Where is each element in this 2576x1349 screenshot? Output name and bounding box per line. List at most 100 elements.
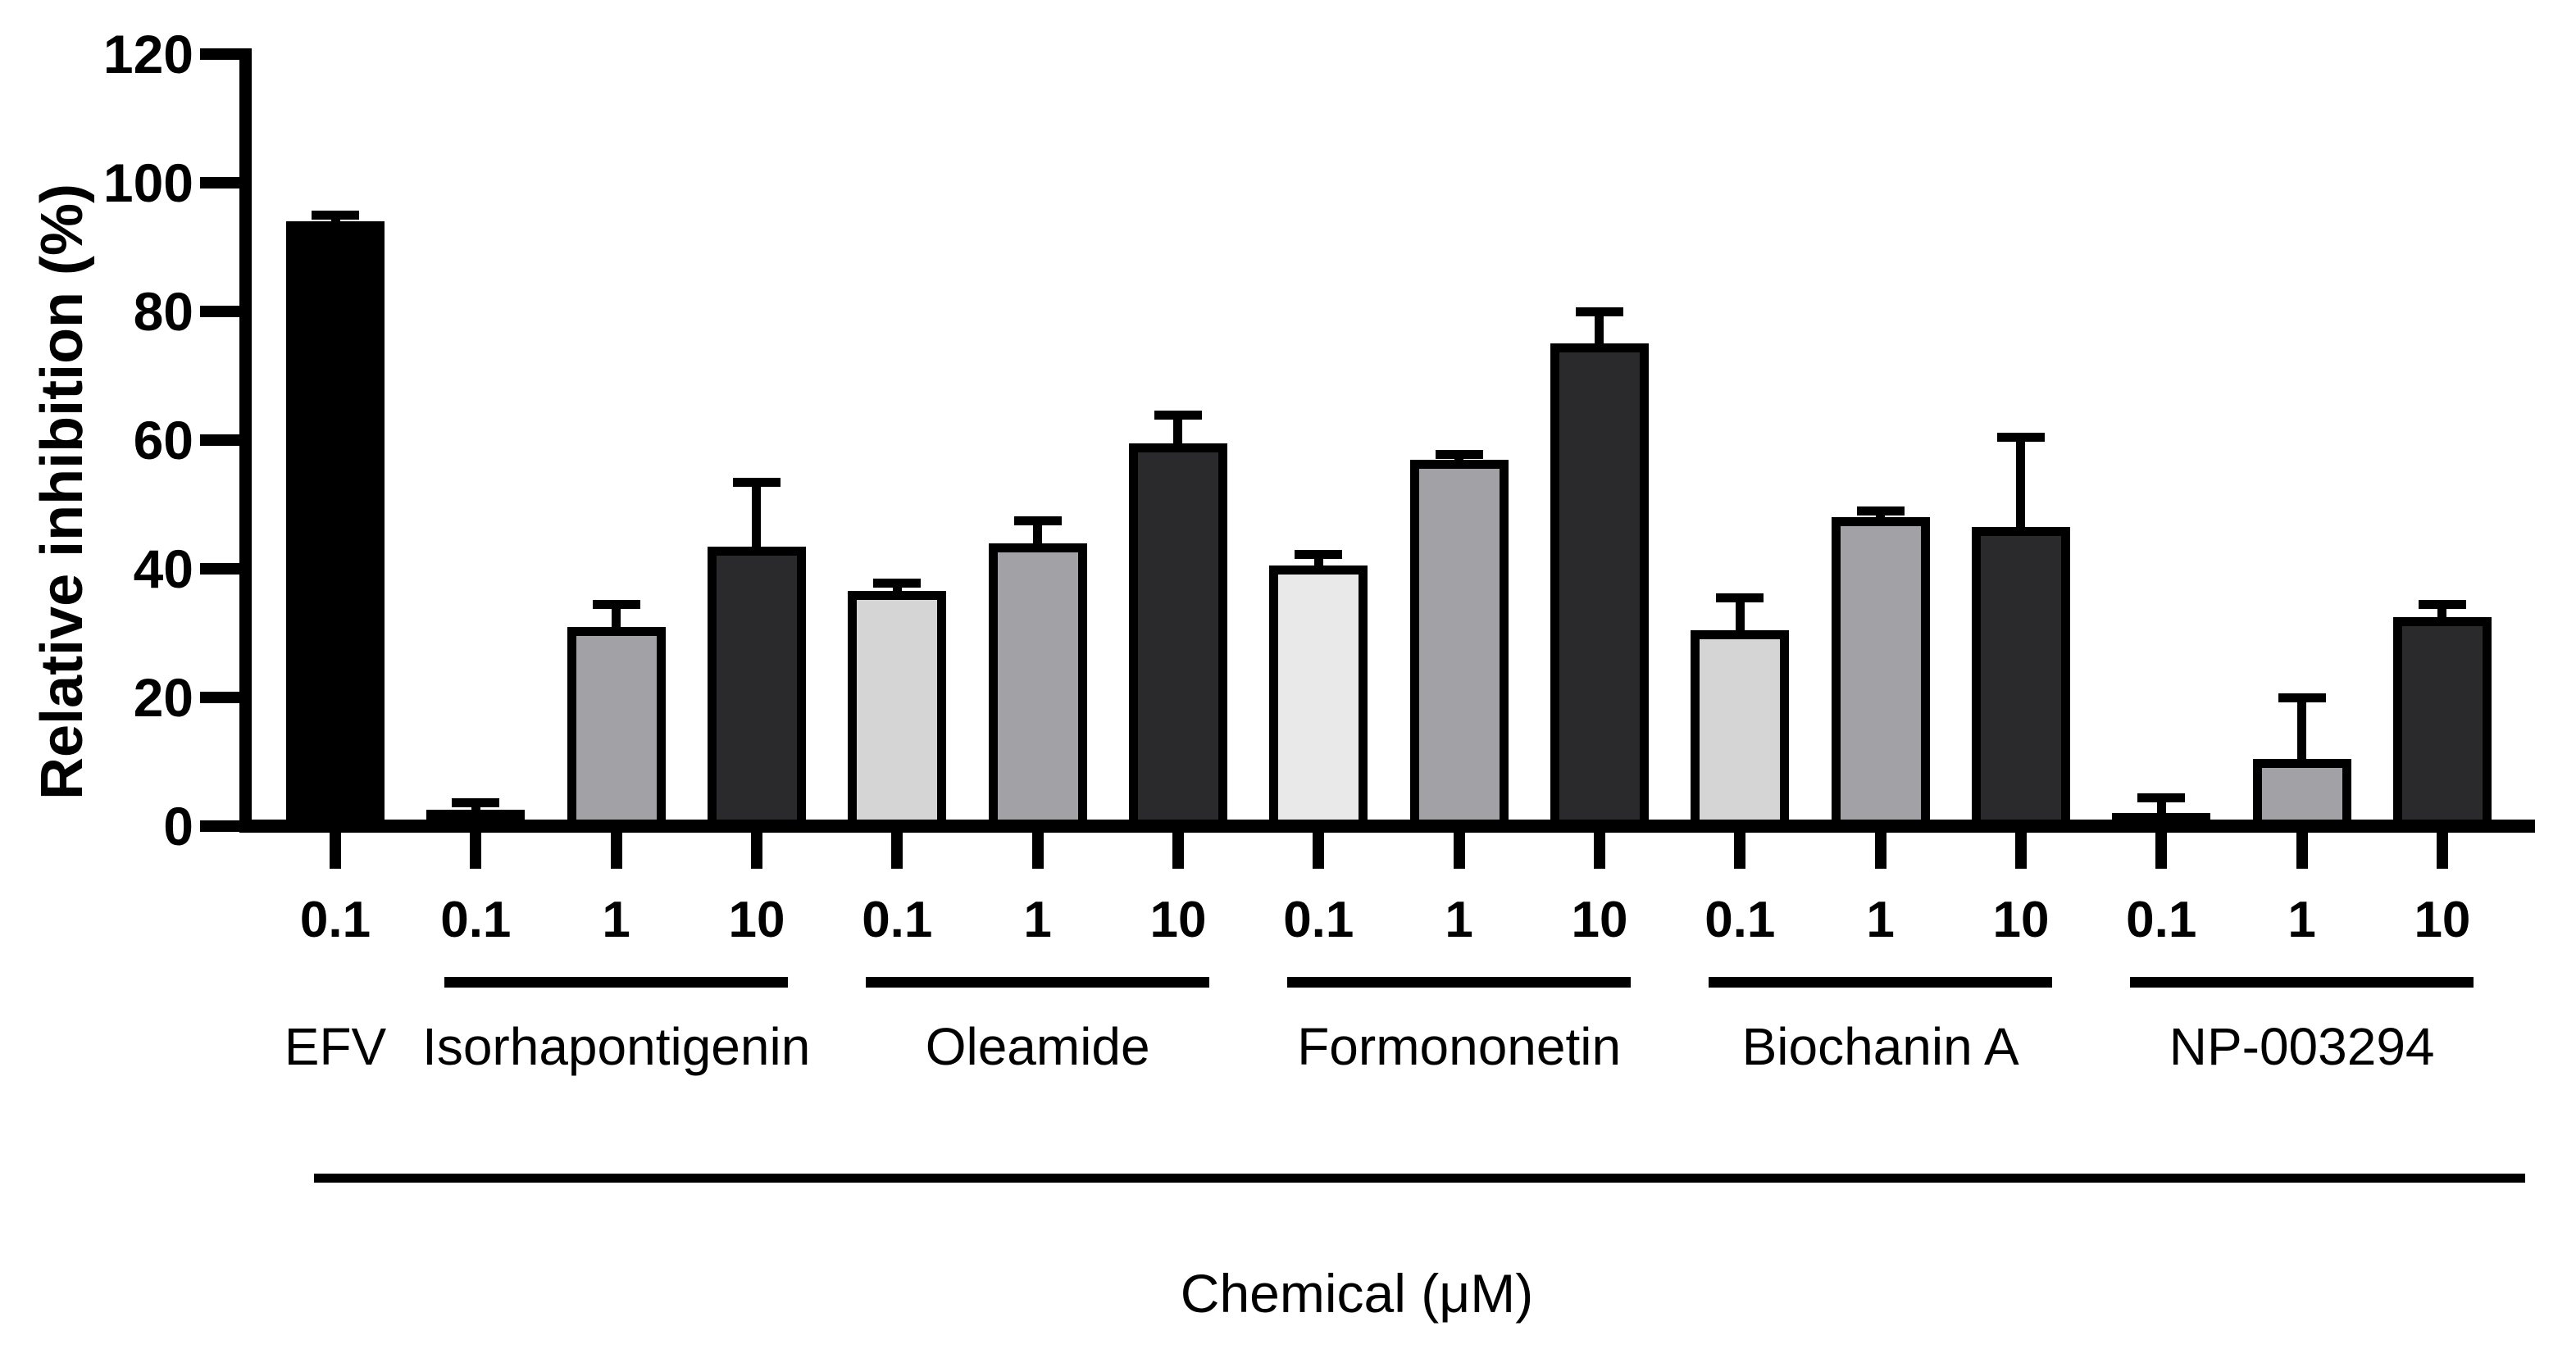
error-bar-cap-oleamide-1	[1013, 516, 1062, 526]
error-bar-cap-formononetin-10	[1575, 307, 1623, 316]
y-tick-label-80: 80	[133, 281, 193, 342]
conc-label-formononetin-10: 10	[1571, 892, 1628, 948]
error-bar-stem-biochanin-a-10	[2016, 437, 2026, 535]
group-label-efv: EFV	[284, 1017, 387, 1076]
bar-fill-biochanin-a-10	[1980, 535, 2061, 820]
x-tick-oleamide-1	[1031, 833, 1044, 869]
conc-label-isorhapontigenin-1: 1	[602, 892, 630, 948]
error-bar-stem-formononetin-0.1	[1313, 553, 1323, 575]
bar-fill-oleamide-1	[997, 552, 1078, 820]
error-bar-stem-isorhapontigenin-10	[752, 482, 762, 555]
error-bar-cap-biochanin-a-1	[1856, 506, 1905, 516]
x-tick-biochanin-a-10	[2014, 833, 2027, 869]
error-bar-cap-np-003294-1	[2278, 693, 2326, 702]
y-tick-120	[200, 48, 239, 60]
y-tick-label-120: 120	[102, 24, 193, 84]
error-bar-cap-isorhapontigenin-10	[732, 478, 781, 488]
conc-label-formononetin-1: 1	[1445, 892, 1473, 948]
bar-fill-formononetin-10	[1559, 352, 1640, 820]
y-tick-60	[200, 434, 239, 446]
conc-label-biochanin-a-0.1: 0.1	[1704, 892, 1776, 948]
error-bar-cap-biochanin-a-0.1	[1716, 593, 1764, 603]
x-tick-oleamide-0.1	[891, 833, 903, 869]
bar-fill-formononetin-1	[1418, 468, 1500, 820]
error-bar-cap-isorhapontigenin-0.1	[452, 797, 500, 807]
group-label-biochanin-a: Biochanin A	[1741, 1017, 2019, 1076]
error-bar-cap-oleamide-10	[1154, 410, 1202, 420]
x-tick-isorhapontigenin-0.1	[470, 833, 482, 869]
x-tick-np-003294-1	[2296, 833, 2308, 869]
conc-label-biochanin-a-1: 1	[1866, 892, 1895, 948]
bar-fill-oleamide-0.1	[857, 600, 938, 820]
error-bar-stem-oleamide-0.1	[892, 583, 902, 600]
error-bar-stem-efv-0.1	[330, 215, 340, 230]
group-label-isorhapontigenin: Isorhapontigenin	[422, 1017, 811, 1076]
group-label-np-003294: NP-003294	[2169, 1017, 2435, 1076]
x-tick-biochanin-a-0.1	[1734, 833, 1746, 869]
bar-fill-biochanin-a-1	[1840, 526, 1921, 820]
x-tick-np-003294-10	[2436, 833, 2448, 869]
error-bar-stem-biochanin-a-1	[1876, 511, 1886, 526]
error-bar-cap-oleamide-0.1	[873, 579, 922, 588]
group-underline-isorhapontigenin	[444, 977, 788, 988]
group-label-formononetin: Formononetin	[1297, 1017, 1622, 1076]
group-underline-biochanin-a	[1709, 977, 2052, 988]
error-bar-stem-np-003294-0.1	[2156, 797, 2166, 822]
x-tick-efv-0.1	[330, 833, 341, 869]
conc-label-formononetin-0.1: 0.1	[1283, 892, 1354, 948]
conc-label-isorhapontigenin-10: 10	[728, 892, 785, 948]
y-tick-40	[200, 563, 239, 575]
y-tick-80	[200, 306, 239, 317]
error-bar-stem-oleamide-10	[1173, 414, 1183, 452]
x-tick-formononetin-1	[1453, 833, 1465, 869]
error-bar-stem-formononetin-1	[1454, 454, 1464, 468]
conc-label-biochanin-a-10: 10	[1992, 892, 2050, 948]
error-bar-cap-biochanin-a-10	[1996, 433, 2045, 443]
error-bar-stem-np-003294-10	[2437, 604, 2447, 625]
error-bar-stem-np-003294-1	[2297, 697, 2307, 767]
y-tick-0	[200, 820, 239, 832]
y-tick-label-20: 20	[133, 667, 193, 728]
x-tick-biochanin-a-1	[1874, 833, 1886, 869]
y-tick-label-60: 60	[133, 410, 193, 470]
error-bar-stem-oleamide-1	[1033, 520, 1043, 552]
conc-label-np-003294-10: 10	[2414, 892, 2471, 948]
conc-label-oleamide-1: 1	[1023, 892, 1052, 948]
y-tick-label-40: 40	[133, 538, 193, 599]
error-bar-cap-np-003294-0.1	[2137, 793, 2186, 802]
error-bar-stem-biochanin-a-0.1	[1735, 597, 1745, 638]
bar-fill-np-003294-1	[2261, 767, 2342, 820]
error-bar-stem-isorhapontigenin-0.1	[471, 802, 480, 819]
x-axis-line	[239, 820, 2535, 833]
bar-fill-formononetin-0.1	[1278, 575, 1359, 820]
error-bar-cap-efv-0.1	[312, 211, 359, 220]
group-label-oleamide: Oleamide	[925, 1017, 1150, 1076]
bar-fill-oleamide-10	[1137, 452, 1218, 820]
x-tick-formononetin-10	[1593, 833, 1605, 869]
error-bar-stem-isorhapontigenin-1	[612, 604, 621, 635]
x-tick-np-003294-0.1	[2155, 833, 2168, 869]
y-tick-20	[200, 692, 239, 703]
bar-fill-np-003294-10	[2401, 625, 2483, 820]
conc-label-np-003294-1: 1	[2287, 892, 2316, 948]
error-bar-cap-formononetin-1	[1435, 450, 1483, 460]
error-bar-cap-np-003294-10	[2418, 600, 2466, 610]
bar-fill-efv-0.1	[295, 230, 375, 820]
y-axis-line	[239, 48, 252, 833]
x-tick-isorhapontigenin-10	[750, 833, 762, 869]
group-underline-oleamide	[866, 977, 1209, 988]
group-underline-formononetin	[1287, 977, 1631, 988]
conc-label-np-003294-0.1: 0.1	[2126, 892, 2197, 948]
conc-label-oleamide-10: 10	[1149, 892, 1207, 948]
x-tick-formononetin-0.1	[1313, 833, 1325, 869]
error-bar-cap-isorhapontigenin-1	[592, 600, 640, 610]
conc-label-oleamide-0.1: 0.1	[862, 892, 933, 948]
x-tick-oleamide-10	[1172, 833, 1184, 869]
x-axis-separator-line	[314, 1174, 2525, 1183]
x-axis-title: Chemical (μM)	[1180, 1263, 1534, 1324]
conc-label-efv-0.1: 0.1	[299, 892, 371, 948]
y-tick-100	[200, 177, 239, 188]
bar-fill-biochanin-a-0.1	[1700, 638, 1781, 820]
y-tick-label-0: 0	[163, 796, 193, 856]
bar-fill-isorhapontigenin-10	[716, 555, 797, 820]
